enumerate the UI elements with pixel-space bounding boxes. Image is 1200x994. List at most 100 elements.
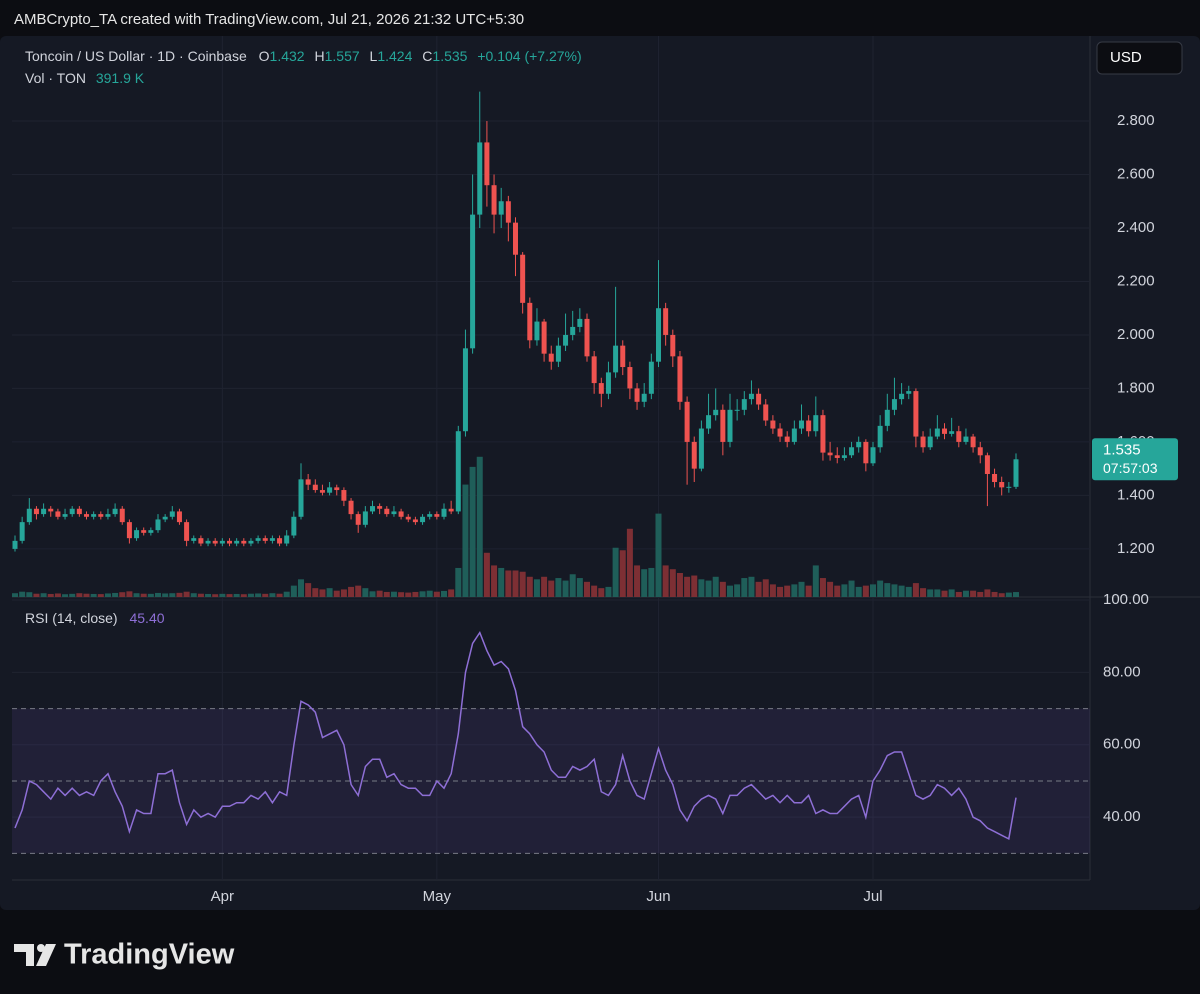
volume-bar	[962, 590, 969, 597]
candle-body	[134, 530, 140, 539]
volume-bar	[619, 550, 626, 597]
candle-body	[377, 506, 383, 509]
candle-body	[241, 540, 247, 544]
currency-label[interactable]: USD	[1110, 49, 1142, 66]
volume-bar	[12, 593, 19, 597]
candle-body	[963, 436, 969, 442]
candle-body	[191, 538, 197, 541]
candle-body	[176, 511, 182, 523]
candle-body	[777, 428, 783, 437]
candle-body	[856, 441, 862, 448]
candle-body	[169, 511, 175, 517]
candle-body	[198, 538, 204, 544]
volume-bar	[355, 585, 362, 597]
candle-body	[19, 522, 25, 541]
candle-body	[427, 514, 433, 517]
volume-bar	[312, 588, 319, 597]
volume-bar	[912, 583, 919, 597]
rsi-band	[12, 708, 1090, 854]
candle-body	[141, 530, 147, 533]
candle-body	[713, 409, 719, 416]
candle-body	[148, 530, 154, 533]
rsi-line	[14, 630, 1017, 841]
candle-body	[691, 441, 697, 469]
volume-bar	[655, 513, 662, 597]
candle-body	[706, 415, 712, 429]
x-tick-label: Jun	[646, 888, 670, 905]
volume-bar	[383, 591, 390, 597]
volume-bar	[197, 593, 204, 597]
volume-bar	[741, 578, 748, 597]
candle-body	[977, 447, 983, 456]
y-tick-label: 2.600	[1117, 165, 1155, 182]
volume-bar	[748, 576, 755, 597]
volume-bar	[777, 586, 784, 597]
volume-bar	[1012, 592, 1019, 597]
open-letter: O	[259, 48, 270, 64]
volume-bar	[991, 591, 998, 597]
volume-bar	[483, 552, 490, 597]
volume-bar	[47, 593, 54, 597]
volume-bar	[405, 592, 412, 597]
candle-body	[298, 479, 304, 517]
volume-bar	[362, 588, 369, 597]
volume-bar	[412, 591, 419, 597]
candle-body	[398, 511, 404, 517]
chart-panel	[0, 36, 1200, 910]
volume-bar	[955, 591, 962, 597]
volume-bar	[126, 591, 133, 597]
volume-bar	[691, 575, 698, 597]
open-value: 1.432	[270, 48, 305, 64]
symbol: Toncoin / US Dollar · 1D · Coinbase	[25, 48, 247, 64]
volume-bar	[812, 565, 819, 597]
candle-body	[205, 540, 211, 544]
candle-body	[291, 516, 297, 536]
candle-body	[520, 254, 526, 303]
candle-body	[91, 514, 97, 517]
volume-bar	[69, 593, 76, 597]
x-tick-label: May	[423, 888, 452, 905]
volume-bar	[326, 588, 333, 597]
candle-body	[984, 455, 990, 474]
volume-bar	[112, 592, 119, 597]
volume-bar	[798, 581, 805, 597]
volume-bar	[19, 591, 26, 597]
volume-bar	[240, 594, 247, 597]
volume-bar	[526, 576, 533, 597]
volume-bar	[369, 591, 376, 597]
y-tick-label: 1.800	[1117, 379, 1155, 396]
candle-body	[720, 409, 726, 442]
currency-button[interactable]	[1096, 41, 1183, 75]
candle-body	[284, 535, 290, 544]
volume-bar	[762, 579, 769, 597]
candle-body	[269, 538, 275, 541]
volume-bar	[255, 593, 262, 597]
volume-bar	[576, 578, 583, 597]
volume-bar	[641, 569, 648, 597]
volume-bar	[169, 593, 176, 597]
candle-body	[641, 393, 647, 402]
volume-bar	[512, 570, 519, 597]
candle-body	[970, 436, 976, 448]
volume-bar	[176, 592, 183, 597]
candle-body	[219, 540, 225, 544]
low-letter: L	[370, 48, 378, 64]
candle-body	[813, 415, 819, 432]
candle-body	[584, 318, 590, 357]
volume-bar	[455, 567, 462, 597]
volume-bar	[705, 580, 712, 597]
candle-body	[184, 522, 190, 541]
volume-name: Vol · TON	[25, 70, 86, 86]
volume-bar	[662, 565, 669, 597]
volume-bar	[119, 592, 126, 597]
candle-body	[434, 514, 440, 517]
change: +0.104 (+7.27%)	[477, 48, 581, 64]
candle-body	[348, 500, 354, 515]
candle-body	[870, 447, 876, 464]
candle-body	[370, 506, 376, 512]
volume-bar	[62, 594, 69, 597]
candle-body	[891, 399, 897, 410]
volume-bar	[533, 579, 540, 597]
y-tick-label: 1.400	[1117, 486, 1155, 503]
volume-bar	[719, 581, 726, 597]
